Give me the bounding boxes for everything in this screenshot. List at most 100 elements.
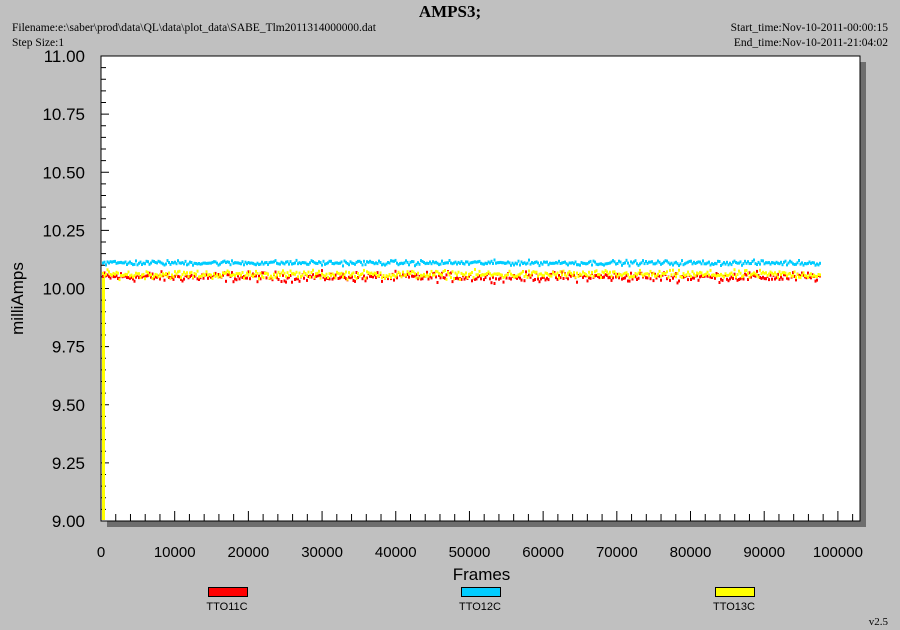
data-point [612,259,614,263]
data-point [366,270,368,274]
data-point [775,276,778,280]
data-point [615,272,617,276]
data-point [313,261,316,265]
data-point [294,261,296,265]
data-point [582,261,584,265]
data-point [562,261,565,264]
data-point [345,277,347,281]
data-point [228,260,230,264]
data-point [795,262,797,266]
data-point [456,273,458,277]
data-point [796,261,799,265]
data-point [174,274,176,278]
series-tto12c [102,258,821,268]
data-point [123,273,125,277]
data-point [715,274,718,278]
data-point [298,279,301,283]
data-point [307,270,310,274]
data-point [781,263,784,267]
data-point [634,272,637,275]
data-point [333,273,335,277]
data-point [606,273,608,277]
data-point [672,263,674,267]
data-point [525,273,527,277]
data-point [459,261,461,265]
data-point [610,260,613,264]
data-point [330,274,332,277]
data-point [133,279,136,283]
data-point [721,278,724,282]
data-point [340,271,343,275]
data-point [804,262,806,265]
data-point [208,261,211,265]
data-point [163,278,166,282]
data-point [421,274,424,278]
data-point [219,262,221,266]
data-point [444,269,446,272]
data-point [784,259,787,263]
data-point [550,274,553,278]
data-point [180,276,182,280]
data-point [526,261,529,265]
data-point [480,273,482,277]
data-point [762,270,764,274]
data-point [532,261,535,265]
data-point [186,274,188,278]
data-point [574,275,577,279]
data-point [619,273,622,277]
data-point [754,272,757,276]
data-point [601,270,604,274]
data-point [777,272,779,276]
data-point [478,269,481,273]
data-point [370,260,373,264]
data-point [682,275,685,279]
data-point [102,274,104,278]
data-point [783,273,785,277]
data-point [109,260,112,264]
data-point [273,260,275,264]
data-point [544,260,547,264]
data-point [733,259,736,263]
data-point [423,261,425,264]
data-point [589,276,592,280]
data-point [597,274,599,278]
data-point [210,261,212,265]
data-point [561,261,563,265]
data-point [337,277,340,280]
data-point [207,273,209,277]
legend-swatch-tto13c [715,587,755,597]
data-point [673,261,676,265]
data-point [549,261,551,265]
data-point [132,275,134,279]
data-point [166,274,169,278]
data-point [666,277,668,281]
data-point [237,261,239,265]
data-point [763,262,766,266]
data-point [301,273,304,277]
data-point [453,261,455,265]
data-point [225,279,227,283]
data-point [156,275,158,279]
data-point [171,276,173,279]
data-point [345,260,347,264]
data-point [723,275,725,279]
data-point [357,276,359,279]
data-point [552,261,554,265]
data-point [568,261,571,265]
data-point [556,261,559,265]
data-point [546,260,548,264]
data-point [730,271,733,275]
data-point [733,272,736,276]
legend-swatch-tto12c [461,587,501,597]
data-point [525,270,527,274]
data-point [268,276,271,280]
data-point [600,262,602,266]
data-point [540,261,542,265]
data-point [655,274,658,278]
data-point [349,274,352,278]
data-point [199,262,202,266]
data-point [429,273,431,276]
data-point [751,272,754,276]
data-point [126,273,128,277]
data-point [432,260,434,264]
